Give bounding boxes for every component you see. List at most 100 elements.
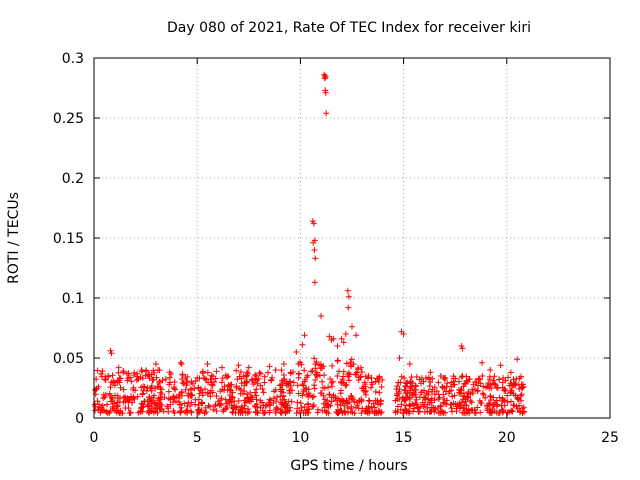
data-point [104,401,111,408]
data-point [128,378,135,385]
data-point [470,381,477,388]
data-point [444,380,451,387]
data-point [334,395,341,402]
data-point [167,379,174,386]
data-point [148,371,155,378]
data-point [234,376,241,383]
data-point [123,370,130,377]
data-point [410,389,417,396]
data-point [460,396,467,403]
axis-ticks: 0 5 10 15 20 25 0 0.05 0.1 0.15 0.2 0.25 0.3 [53,51,619,446]
data-point [299,392,306,399]
data-point [326,333,333,340]
data-point [427,408,434,415]
data-point [310,220,317,227]
data-point [300,410,307,417]
data-point [375,407,382,414]
data-point [260,410,267,417]
data-point [196,409,203,416]
data-point [493,384,500,391]
data-point [249,377,256,384]
data-point [328,398,335,405]
data-point [178,408,185,415]
data-point [428,388,435,395]
data-point [140,403,147,410]
x-tick-label: 0 [90,430,99,446]
data-point [437,373,444,379]
data-point [255,375,262,382]
data-point [148,383,155,390]
data-point [188,387,195,394]
data-point [348,403,355,410]
data-point [392,397,399,404]
data-point [319,384,326,391]
data-point [226,382,233,389]
data-point [96,404,103,411]
data-point [514,395,521,402]
data-point [438,402,445,409]
data-point [277,393,284,400]
data-point [287,404,294,411]
data-point [379,376,386,383]
data-point [191,385,198,392]
data-point [482,384,489,391]
data-point [274,393,281,400]
data-point [508,407,515,414]
data-point [271,388,278,395]
data-point [322,74,329,81]
data-point [354,366,361,373]
data-point [295,361,302,367]
y-tick-label: 0.3 [62,51,84,67]
data-point [455,386,462,393]
data-point [272,367,279,373]
data-point [210,406,217,413]
data-point [337,402,344,409]
data-point [185,392,192,399]
data-point [246,408,253,415]
data-point [400,331,407,337]
data-point [317,390,324,397]
data-point [261,373,268,380]
data-point [178,392,185,399]
data-point [153,402,160,409]
data-point [311,247,318,253]
data-point [202,404,209,411]
data-point [143,387,150,394]
data-point [92,403,99,410]
data-point [192,377,199,384]
data-point [394,383,401,390]
data-point [327,375,334,382]
data-point [226,386,233,393]
data-point [479,390,486,397]
data-point [349,323,355,330]
data-point [305,400,312,407]
data-point [362,388,369,395]
data-point [402,383,409,390]
data-point [338,335,345,342]
data-point [427,369,434,376]
data-point [157,406,164,413]
data-point [165,405,172,412]
data-point [301,404,308,411]
data-point [374,397,381,404]
data-point [278,381,285,388]
data-point [347,408,354,415]
data-point [297,400,304,407]
data-point [351,398,358,405]
data-point [165,388,172,395]
data-point [261,379,268,386]
data-point [98,370,105,377]
data-point [402,397,409,404]
data-point [439,383,446,390]
data-point [178,404,185,411]
data-point [458,374,465,381]
data-point [281,402,288,409]
data-point [298,404,305,411]
data-point [378,383,385,390]
data-point [219,375,226,382]
data-point [442,409,449,416]
data-point [156,378,163,385]
data-point [133,377,140,384]
data-point [477,409,484,416]
data-point [188,391,195,398]
